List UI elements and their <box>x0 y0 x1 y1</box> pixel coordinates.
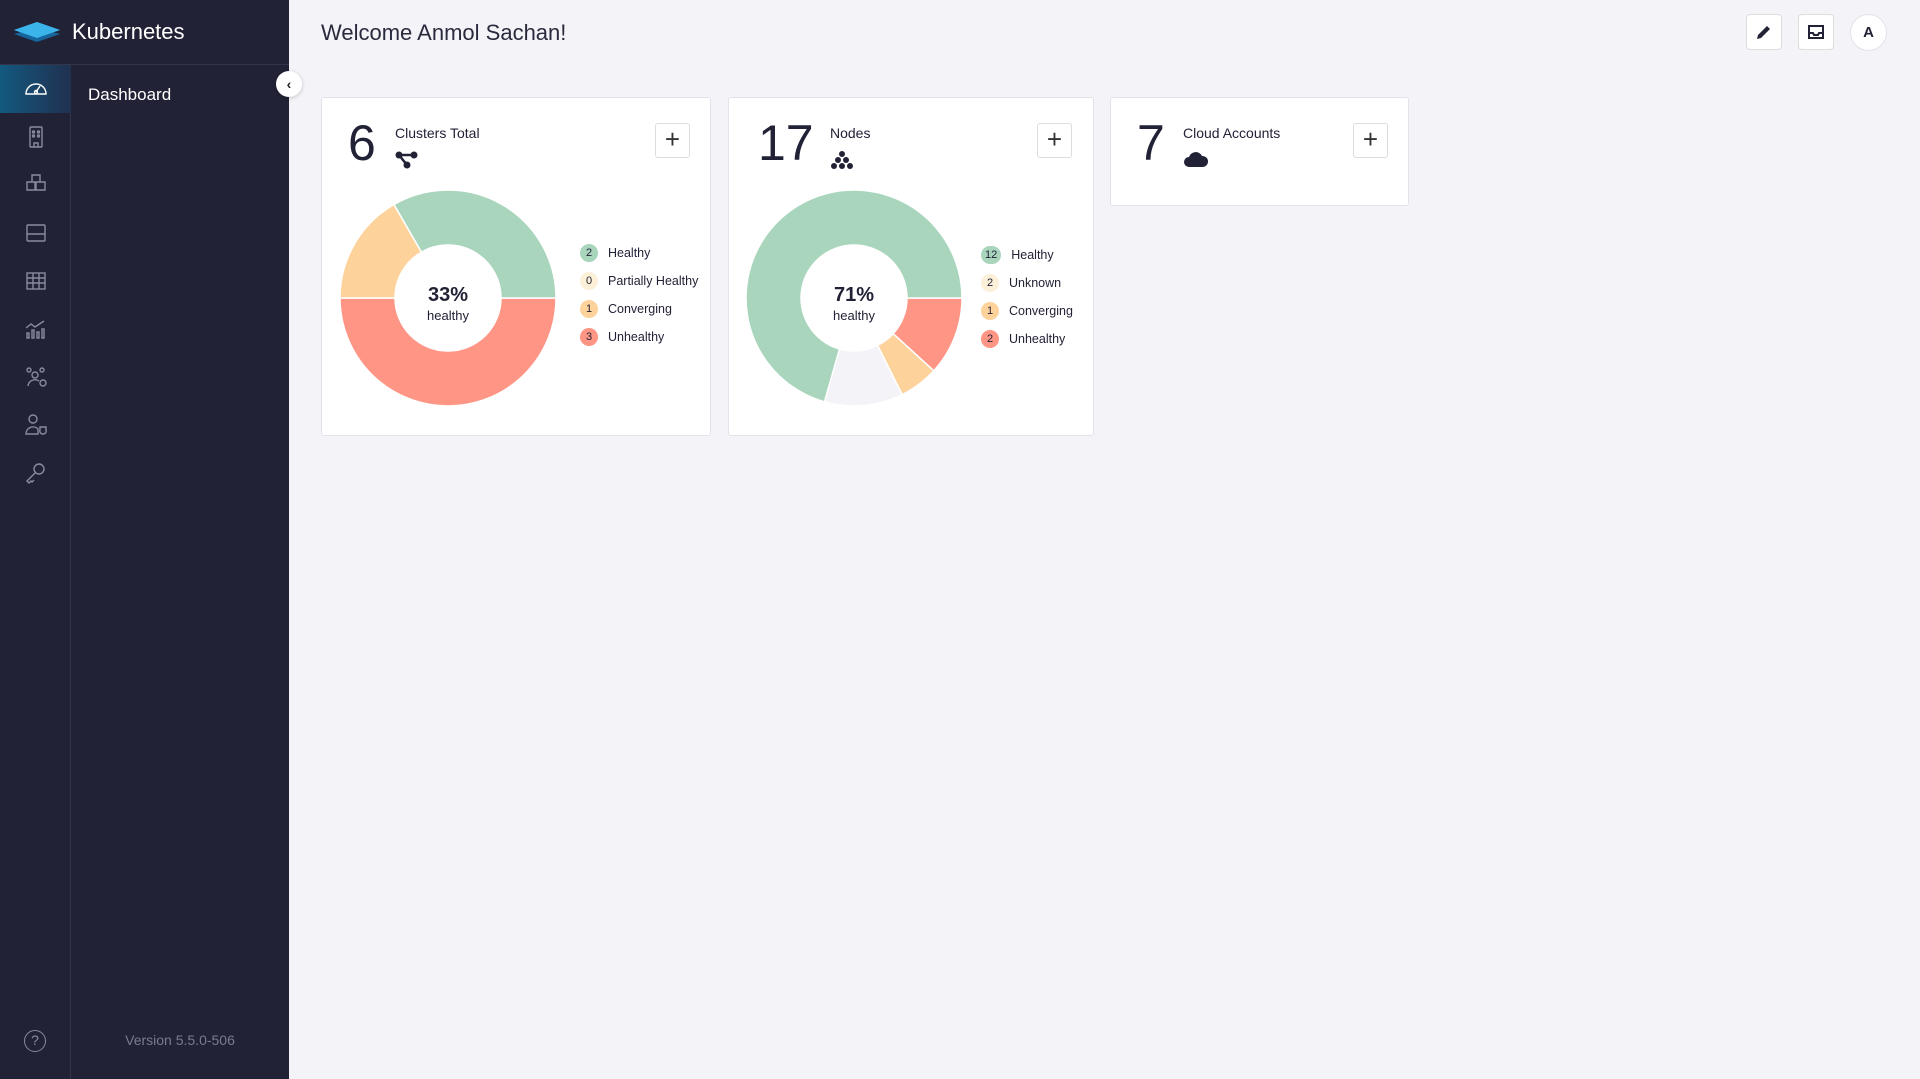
pencil-icon <box>1757 26 1770 39</box>
sidebar-item-chart[interactable] <box>0 305 71 353</box>
nodes-donut-chart: 71% healthy <box>745 189 963 407</box>
edit-button[interactable] <box>1746 14 1782 50</box>
legend-label: Healthy <box>608 246 651 260</box>
sidebar-item-building[interactable] <box>0 113 71 161</box>
count-badge: 1 <box>580 300 598 318</box>
page-title: Welcome Anmol Sachan! <box>321 20 567 45</box>
legend-item-partial: 0 Partially Healthy <box>580 267 698 295</box>
legend-item-unhealthy: 2 Unhealthy <box>981 325 1073 353</box>
healthy-percent: 71% <box>834 284 874 306</box>
app-title: Kubernetes <box>72 19 185 44</box>
legend-label: Healthy <box>1011 248 1054 262</box>
count-badge: 0 <box>580 272 598 290</box>
dashboard-gauge-icon <box>24 83 47 95</box>
sidebar-item-storage[interactable] <box>0 209 71 257</box>
healthy-percent: 33% <box>428 284 468 306</box>
cubes-icon <box>25 174 46 191</box>
cloud-icon <box>1184 152 1209 167</box>
icon-rail <box>0 65 71 1079</box>
user-shield-icon <box>24 414 47 435</box>
clusters-count: 6 <box>348 115 376 171</box>
legend-label: Partially Healthy <box>608 274 699 288</box>
help-icon[interactable]: ? <box>24 1030 46 1052</box>
legend-label: Converging <box>608 302 672 316</box>
version-text: Version 5.5.0-506 <box>125 1032 235 1048</box>
legend-label: Unhealthy <box>1009 332 1066 346</box>
kubernetes-logo <box>14 22 60 42</box>
inbox-icon <box>1808 25 1824 39</box>
clusters-label: Clusters Total <box>395 125 480 141</box>
avatar[interactable]: A <box>1850 14 1887 51</box>
healthy-slice[interactable] <box>745 189 963 403</box>
sidebar-item-dashboard[interactable]: Dashboard <box>88 85 172 104</box>
healthy-slice[interactable] <box>392 189 557 299</box>
healthy-percent-label: healthy <box>833 308 875 323</box>
collapse-sidebar-button[interactable]: ‹ <box>276 71 302 97</box>
clusters-legend: 2 Healthy 0 Partially Healthy 1 Converging 3 Un… <box>580 239 698 351</box>
count-badge: 1 <box>981 302 999 320</box>
sidebar-item-key[interactable] <box>0 449 71 497</box>
legend-item-unhealthy: 3 Unhealthy <box>580 323 698 351</box>
chevron-left-icon: ‹ <box>286 76 292 92</box>
add-cluster-button[interactable]: + <box>655 123 690 158</box>
sidebar-item-dashboard-gauge[interactable] <box>0 65 71 113</box>
brand: Kubernetes <box>0 0 289 65</box>
add-cloud-account-button[interactable]: + <box>1353 123 1388 158</box>
sidebar-item-cubes[interactable] <box>0 161 71 209</box>
count-badge: 2 <box>981 274 999 292</box>
nodes-count: 17 <box>758 115 814 171</box>
chart-icon <box>25 320 45 339</box>
legend-item-unknown: 2 Unknown <box>981 269 1073 297</box>
legend-item-healthy: 2 Healthy <box>580 239 698 267</box>
legend-label: Unknown <box>1009 276 1062 290</box>
healthy-percent-label: healthy <box>427 308 469 323</box>
cloud-accounts-card: 7 Cloud Accounts + <box>1110 97 1409 206</box>
inbox-button[interactable] <box>1798 14 1834 50</box>
grid-icon <box>25 272 46 290</box>
count-badge: 12 <box>981 246 1002 264</box>
storage-icon <box>25 224 46 242</box>
nodes-label: Nodes <box>830 125 871 141</box>
clusters-card: 6 Clusters Total + 33% healthy 2 Healthy 0 P… <box>321 97 711 436</box>
count-badge: 2 <box>981 330 999 348</box>
legend-item-converging: 1 Converging <box>981 297 1073 325</box>
key-icon <box>25 463 45 484</box>
count-badge: 2 <box>580 244 598 262</box>
cloud-accounts-count: 7 <box>1137 115 1165 171</box>
sidebar-item-users-settings[interactable] <box>0 353 71 401</box>
sidebar-item-grid[interactable] <box>0 257 71 305</box>
users-settings-icon <box>25 367 47 387</box>
nodes-legend: 12 Healthy 2 Unknown 1 Converging 2 Unhealthy <box>981 241 1073 353</box>
legend-label: Converging <box>1009 304 1073 318</box>
sidebar-panel: Dashboard <box>71 65 289 1079</box>
clusters-donut-chart: 33% healthy <box>339 189 557 407</box>
cloud-accounts-label: Cloud Accounts <box>1183 125 1281 141</box>
cluster-icon <box>395 151 418 169</box>
sidebar-item-user-shield[interactable] <box>0 401 71 449</box>
add-node-button[interactable]: + <box>1037 123 1072 158</box>
unhealthy-slice[interactable] <box>339 297 557 407</box>
count-badge: 3 <box>580 328 598 346</box>
legend-item-converging: 1 Converging <box>580 295 698 323</box>
legend-item-healthy: 12 Healthy <box>981 241 1073 269</box>
legend-label: Unhealthy <box>608 330 665 344</box>
nodes-icon <box>831 151 853 169</box>
building-icon <box>28 126 43 148</box>
nodes-card: 17 Nodes + 71% healthy 12 Healthy 2 Unknown 1… <box>728 97 1094 436</box>
